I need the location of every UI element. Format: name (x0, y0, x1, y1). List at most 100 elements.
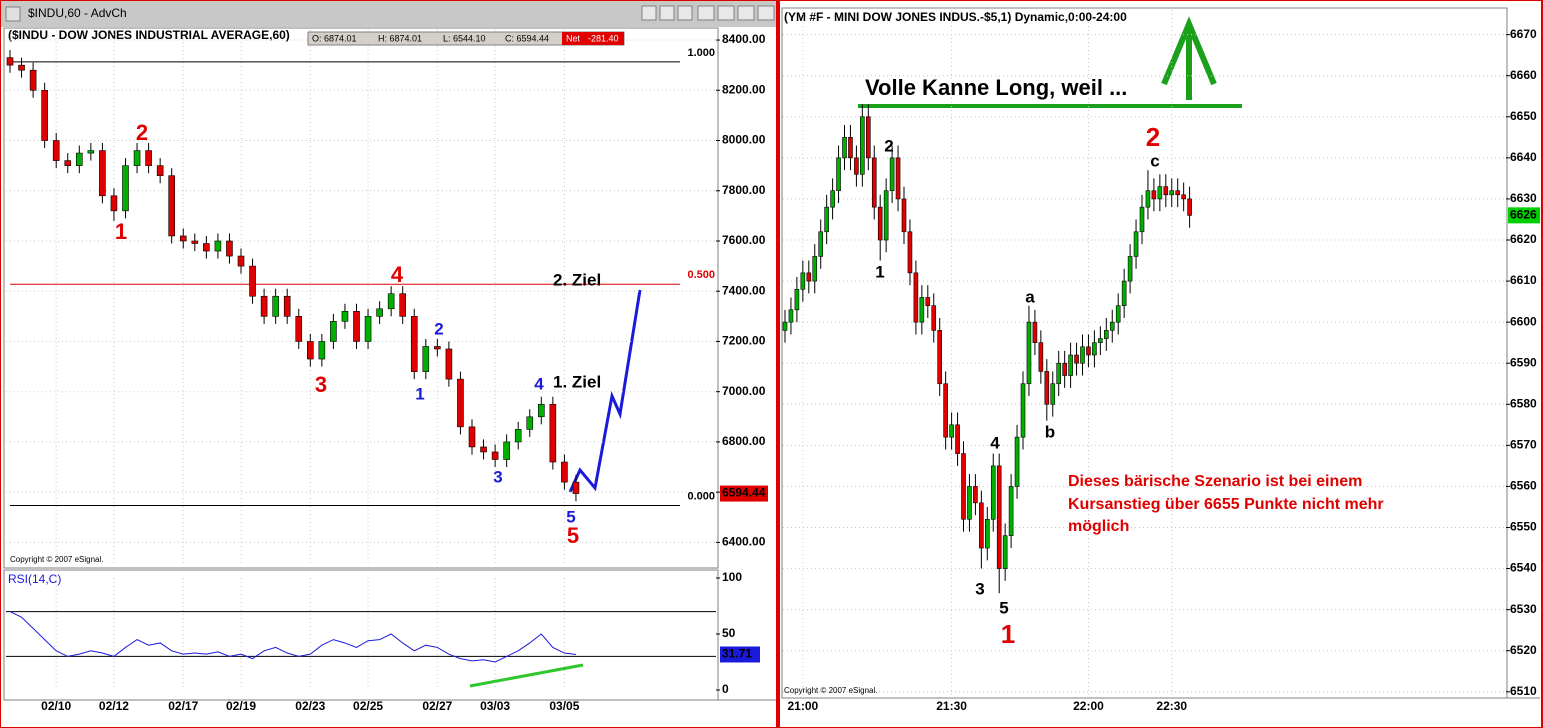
y-tick-label: 7600.00 (722, 233, 766, 247)
candle-body (961, 453, 966, 520)
candle-body (907, 231, 913, 274)
candle-body (214, 240, 222, 252)
candle-body (387, 293, 395, 310)
candle-body (949, 424, 954, 438)
candle-body (788, 309, 794, 323)
y-tick-label: 8000.00 (722, 133, 766, 147)
annotation: 4 (534, 374, 544, 393)
x-tick-label: 21:00 (787, 699, 818, 713)
candle-body (1050, 383, 1056, 405)
quote-field: C: 6594.44 (505, 33, 549, 43)
y-tick-label: 7400.00 (722, 283, 766, 297)
candle-body (272, 295, 279, 317)
fib-label: 0.000 (687, 490, 715, 502)
annotation: 2 (1146, 122, 1160, 152)
y-tick-label: 6550 (1510, 520, 1537, 534)
candle-body (1121, 280, 1127, 307)
last-value-tag (720, 646, 760, 663)
candle-body (931, 305, 937, 331)
candle-body (889, 157, 895, 192)
candle-body (854, 157, 859, 175)
candle-body (110, 195, 118, 212)
y-tick-label: 6600 (1510, 314, 1537, 328)
candle-body (1098, 338, 1103, 343)
y-tick-label: 6670 (1510, 27, 1537, 41)
x-tick-label: 02/25 (353, 699, 383, 713)
candle-body (1020, 383, 1026, 438)
annotation: a (1025, 287, 1035, 306)
x-tick-label: 02/10 (41, 699, 71, 713)
button[interactable] (697, 5, 715, 21)
candle-body (955, 424, 960, 454)
divergence-line (469, 663, 584, 688)
y-tick-label: 0 (722, 682, 729, 696)
chart-title: RSI(14,C) (8, 572, 61, 586)
button[interactable] (757, 5, 775, 21)
button[interactable] (659, 5, 675, 21)
x-tick-label: 02/27 (422, 699, 452, 713)
candle-body (422, 346, 430, 372)
annotation: Dieses bärische Szenario ist bei einem (1068, 473, 1362, 490)
button[interactable] (717, 5, 735, 21)
window-buttons[interactable] (641, 5, 775, 21)
chart-title: (YM #F - MINI DOW JONES INDUS.-$5,1) Dyn… (784, 10, 1127, 24)
annotation: möglich (1068, 518, 1129, 535)
candle-body (179, 235, 187, 242)
y-tick-label: 6580 (1510, 396, 1537, 410)
candle-body (1044, 371, 1050, 405)
candle-body (191, 240, 199, 244)
candle-body (295, 316, 303, 342)
annotation: b (1045, 422, 1055, 441)
candle-body (1157, 186, 1163, 200)
candle-body (996, 465, 1002, 569)
y-tick-label: 6400.00 (722, 535, 766, 549)
annotation: 5 (567, 523, 579, 548)
window-title: $INDU,60 - AdvCh (28, 6, 127, 20)
window-icon (5, 6, 21, 22)
annotation: 4 (391, 262, 404, 287)
candle-body (434, 346, 441, 350)
annotation: 5 (999, 598, 1008, 617)
candle-body (52, 140, 60, 161)
candle-body (883, 190, 889, 241)
fib-label: 0.500 (687, 269, 715, 281)
candle-body (1092, 342, 1097, 356)
last-price: 6594.44 (722, 486, 766, 500)
candle-body (1026, 321, 1032, 385)
annotation: Volle Kanne Long, weil ... (865, 75, 1127, 100)
copyright: Copyright © 2007 eSignal. (10, 555, 104, 564)
rsi-line (9, 611, 577, 663)
candle-body (871, 157, 877, 208)
button[interactable] (737, 5, 755, 21)
candle-body (979, 502, 984, 549)
fib-label: 1.000 (687, 47, 715, 59)
candle-body (1008, 486, 1014, 537)
button[interactable] (641, 5, 657, 21)
button[interactable] (677, 5, 693, 21)
y-tick-label: 8200.00 (722, 82, 766, 96)
annotation: 2. Ziel (553, 270, 601, 289)
candle-body (537, 403, 545, 418)
candle-body (341, 311, 349, 322)
candle-body (29, 69, 37, 91)
x-tick-label: 03/05 (549, 699, 579, 713)
last-price-tag (720, 485, 768, 502)
candle-body (226, 240, 233, 257)
x-tick-label: 03/03 (480, 699, 510, 713)
annotation: 2 (434, 319, 443, 338)
candle-body (249, 265, 256, 297)
candle-body (1038, 342, 1044, 372)
candle-body (99, 150, 106, 197)
candle-body (794, 288, 800, 311)
y-tick-label: 6620 (1510, 232, 1537, 246)
candle-body (376, 308, 383, 317)
annotation: c (1150, 151, 1159, 170)
candle-body (64, 160, 72, 166)
net-label: Net (566, 33, 581, 43)
last-price-tag (1508, 207, 1540, 224)
candle-body (133, 150, 141, 166)
candle-body (410, 316, 418, 372)
candle-body (1115, 305, 1121, 323)
arrow-head (1161, 16, 1217, 86)
